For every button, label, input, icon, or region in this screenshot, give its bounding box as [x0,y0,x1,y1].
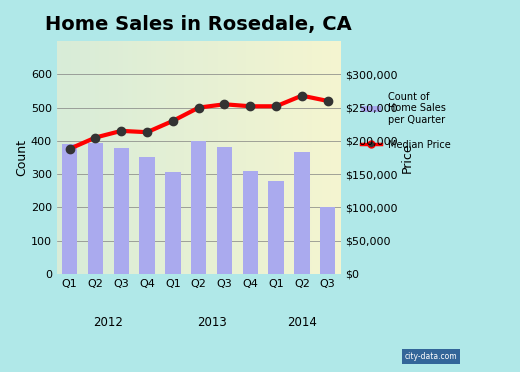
Bar [170,41,175,274]
Bar [161,41,165,274]
Bar [147,41,151,274]
Bar [336,41,341,274]
Bar [142,41,147,274]
Bar [294,153,309,274]
Bar [191,141,206,274]
Bar [237,41,241,274]
Bar [137,41,142,274]
Bar [327,41,331,274]
Bar [279,41,284,274]
Bar [76,41,81,274]
Text: city-data.com: city-data.com [405,352,458,361]
Bar [320,207,335,274]
Y-axis label: Price: Price [401,142,414,173]
Bar [203,41,208,274]
Bar [217,147,232,274]
Bar [66,41,71,274]
Bar [217,41,223,274]
Bar [289,41,293,274]
Bar [99,41,104,274]
Bar [199,41,203,274]
Bar [322,41,327,274]
Bar [241,41,246,274]
Bar [307,41,312,274]
Bar [81,41,85,274]
Bar [95,41,99,274]
Bar [165,172,180,274]
Title: Home Sales in Rosedale, CA: Home Sales in Rosedale, CA [45,15,352,34]
Bar [293,41,298,274]
Bar [213,41,217,274]
Bar [113,41,118,274]
Text: 2013: 2013 [197,316,226,329]
Bar [175,41,180,274]
Bar [268,181,284,274]
Bar [232,41,237,274]
Bar [303,41,307,274]
Y-axis label: Count: Count [15,139,28,176]
Bar [109,41,113,274]
Bar [260,41,265,274]
Bar [62,144,77,274]
Bar [180,41,185,274]
Bar [255,41,260,274]
Bar [88,142,103,274]
Bar [317,41,322,274]
Bar [284,41,289,274]
Bar [185,41,189,274]
Bar [227,41,232,274]
Bar [123,41,128,274]
Bar [312,41,317,274]
Bar [57,41,61,274]
Bar [113,148,129,274]
Legend: Count of
Home Sales
per Quarter, Median Price: Count of Home Sales per Quarter, Median … [357,88,455,153]
Bar [139,157,155,274]
Text: 2012: 2012 [94,316,123,329]
Bar [118,41,123,274]
Bar [270,41,275,274]
Bar [165,41,170,274]
Bar [104,41,109,274]
Bar [275,41,279,274]
Bar [223,41,227,274]
Bar [246,41,251,274]
Bar [242,171,258,274]
Text: 2014: 2014 [287,316,317,329]
Bar [251,41,255,274]
Bar [71,41,76,274]
Bar [298,41,303,274]
Bar [208,41,213,274]
Bar [61,41,66,274]
Bar [265,41,270,274]
Bar [85,41,90,274]
Bar [128,41,133,274]
Bar [151,41,156,274]
Bar [194,41,199,274]
Bar [331,41,336,274]
Bar [189,41,194,274]
Bar [90,41,95,274]
Bar [133,41,137,274]
Bar [156,41,161,274]
